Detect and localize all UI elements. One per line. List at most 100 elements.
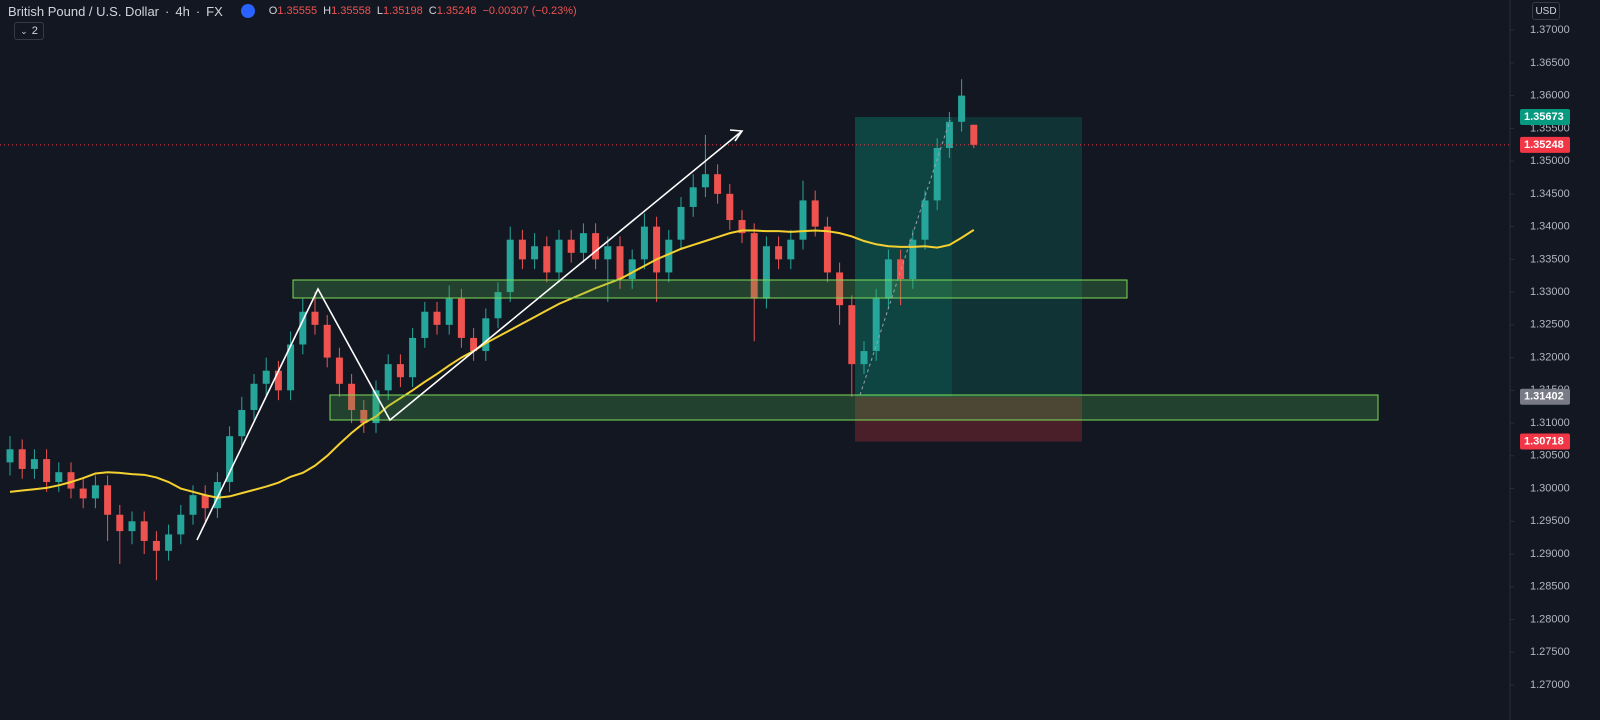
candle-body [823,226,831,273]
candle-body [701,174,709,188]
indicators-toggle[interactable]: ⌄ 2 [14,22,44,40]
candle-body [421,311,429,338]
y-tick-label: 1.29000 [1530,548,1570,560]
candle-body [152,540,160,551]
candle-body [457,298,465,338]
target-zone [855,117,1082,397]
support-zone [329,394,1379,421]
candle-body [348,383,356,410]
candle-body [921,200,929,240]
candle-body [189,495,197,515]
candle-body [799,200,807,240]
price-badge-label: 1.31402 [1524,391,1564,403]
y-tick-label: 1.33000 [1530,286,1570,298]
candle-body [128,521,136,532]
price-scale: 1.27000 1.27500 1.28000 1.28500 1.29000 1.295… [1510,24,1570,691]
y-tick-label: 1.35000 [1530,155,1570,167]
candle-body [628,259,636,279]
candle-body [616,246,624,279]
symbol[interactable]: British Pound / U.S. Dollar [8,3,160,19]
candle-body [677,206,685,240]
candle-body [274,370,282,391]
candle-body [604,246,612,260]
candle-body [970,124,978,145]
ohlc-label: H [323,5,332,17]
candle-body [409,337,417,378]
y-tick-label: 1.34500 [1530,188,1570,200]
candle-body [213,482,221,509]
candle-body [726,193,734,221]
candle-body [909,239,917,279]
y-tick-label: 1.34000 [1530,221,1570,233]
y-tick-label: 1.28000 [1530,613,1570,625]
y-tick-label: 1.27500 [1530,646,1570,658]
y-tick-label: 1.33500 [1530,253,1570,265]
candle-body [91,485,99,499]
price-badge-label: 1.35673 [1524,111,1564,123]
candle-body [18,449,26,469]
candle-body [311,311,319,325]
price-badge [1520,388,1570,405]
ohlc-value: 1.35558 [331,5,371,17]
candle-body [958,95,966,122]
candle-body [750,233,758,299]
currency-button[interactable]: USD [1532,2,1560,20]
candle-body [396,364,404,378]
candle-body [494,292,502,319]
interval[interactable]: 4h [175,3,190,19]
candle-body [238,409,246,437]
candle-body [872,298,880,352]
candle-body [555,239,563,273]
candle-body [848,305,856,365]
candle-body [201,495,209,509]
candle-body [567,239,575,253]
candle-body [836,272,844,306]
y-tick-label: 1.35500 [1530,122,1570,134]
ohlc-value: 1.35555 [277,5,318,17]
currency: USD [1535,5,1557,17]
y-tick-label: 1.30000 [1530,482,1570,494]
candle-body [518,239,526,260]
candle-body [384,364,392,391]
candle-body [714,174,722,194]
candle-body [762,246,770,299]
ohlc-label: O [268,5,278,17]
price-badge [1520,109,1570,126]
indicator-count: 2 [31,25,38,37]
y-tick-label: 1.31000 [1530,417,1570,429]
candle-body [689,187,697,207]
candle-body [897,259,905,279]
candle-body [335,357,343,384]
ohlc-label: C [428,5,437,17]
y-tick-label: 1.28500 [1530,581,1570,593]
candle-body [372,390,380,424]
candle-body [592,233,600,260]
y-tick-label: 1.36000 [1530,90,1570,102]
candle-body [738,220,746,234]
candle-body [860,351,868,365]
candle-body [360,409,368,424]
y-tick-label: 1.30500 [1530,450,1570,462]
candle-body [506,239,514,293]
resistance-zone [292,279,1128,299]
position-path [859,119,951,396]
candle-body [30,459,38,469]
candle-body [665,239,673,273]
moving-average [9,229,975,499]
candle-body [116,514,124,532]
candle-body [811,200,819,227]
replay-button[interactable] [240,4,255,18]
candle-body [543,246,551,273]
pattern-line [196,130,743,541]
candle-body [531,246,539,260]
ohlc-value: 1.35198 [382,5,423,17]
y-tick-label: 1.27000 [1530,679,1570,691]
candle-body [579,233,587,253]
symbol-header: British Pound / U.S. Dollar · 4h · FX O 1.3… [8,3,577,19]
y-tick-label: 1.29500 [1530,515,1570,527]
candle-body [945,121,953,149]
candle-body [323,324,331,358]
